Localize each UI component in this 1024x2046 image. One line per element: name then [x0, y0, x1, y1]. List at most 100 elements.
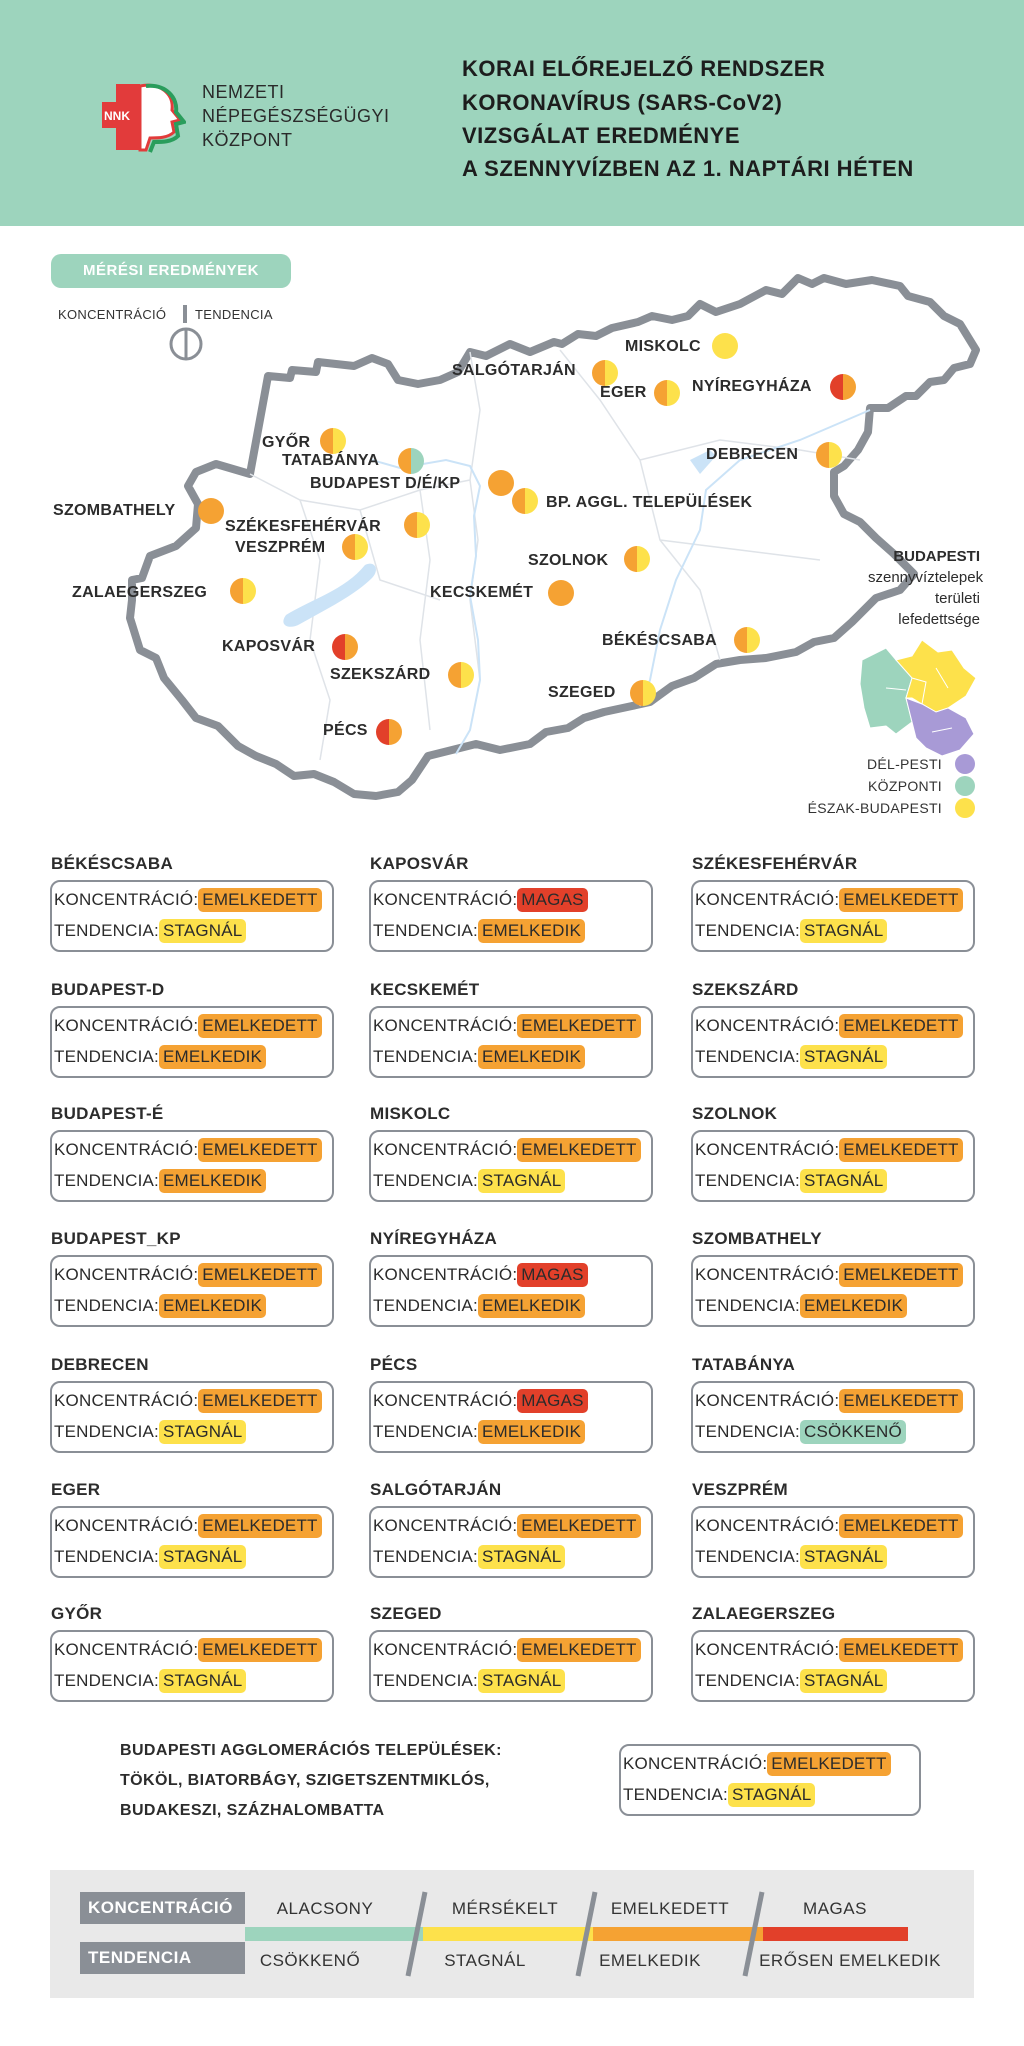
concentration-label: KONCENTRÁCIÓ:: [54, 1640, 199, 1659]
concentration-label: KONCENTRÁCIÓ:: [54, 1265, 199, 1284]
trend-row: TENDENCIA: EMELKEDIK: [373, 1420, 586, 1444]
trend-tag: STAGNÁL: [799, 1669, 888, 1693]
card-title: SZOMBATHELY: [692, 1229, 822, 1248]
trend-tag: STAGNÁL: [158, 919, 247, 943]
concentration-row: KONCENTRÁCIÓ: EMELKEDETT: [695, 1263, 963, 1287]
concentration-label: KONCENTRÁCIÓ:: [695, 1016, 840, 1035]
budapest-note-line-2: szennyvíztelepek: [868, 569, 984, 586]
concentration-tag: EMELKEDETT: [198, 1514, 322, 1538]
card-title: EGER: [51, 1480, 101, 1499]
concentration-label: KONCENTRÁCIÓ:: [695, 1516, 840, 1535]
concentration-label: KONCENTRÁCIÓ:: [695, 1391, 840, 1410]
card-title: NYÍREGYHÁZA: [370, 1229, 498, 1248]
concentration-label: KONCENTRÁCIÓ:: [54, 890, 199, 909]
map-city-indicator-icon: [816, 442, 842, 468]
trend-row: TENDENCIA: STAGNÁL: [54, 919, 247, 943]
concentration-label: KONCENTRÁCIÓ:: [373, 1516, 518, 1535]
page-title-line-4: A SZENNYVÍZBEN AZ 1. NAPTÁRI HÉTEN: [462, 156, 914, 181]
trend-label: TENDENCIA:: [695, 1047, 800, 1066]
concentration-label: KONCENTRÁCIÓ:: [54, 1516, 199, 1535]
page-title-line-3: VIZSGÁLAT EREDMÉNYE: [462, 123, 741, 148]
map-city-label: MISKOLC: [625, 338, 701, 355]
concentration-row: KONCENTRÁCIÓ: EMELKEDETT: [695, 1138, 963, 1162]
trend-tag: STAGNÁL: [158, 1420, 247, 1444]
map-city-label: KECSKEMÉT: [430, 584, 534, 601]
city-result-card: KONCENTRÁCIÓ: EMELKEDETT TENDENCIA: STAGNÁL: [691, 1506, 975, 1578]
trend-label: TENDENCIA:: [54, 921, 159, 940]
trend-row: TENDENCIA: STAGNÁL: [695, 1169, 888, 1193]
concentration-row: KONCENTRÁCIÓ: EMELKEDETT: [54, 1638, 322, 1662]
concentration-tag: EMELKEDETT: [839, 1263, 963, 1287]
trend-label: TENDENCIA:: [373, 921, 478, 940]
trend-label: TENDENCIA:: [695, 1671, 800, 1690]
trend-row: TENDENCIA: STAGNÁL: [695, 919, 888, 943]
concentration-row: KONCENTRÁCIÓ: EMELKEDETT: [373, 1138, 641, 1162]
map-city-indicator-icon: [712, 333, 738, 359]
city-result-card: KONCENTRÁCIÓ: EMELKEDETT TENDENCIA: EMELKED…: [50, 1255, 334, 1327]
map-city-label: VESZPRÉM: [235, 539, 326, 556]
trend-row: TENDENCIA: EMELKEDIK: [54, 1045, 267, 1069]
trend-tag: EMELKEDIK: [158, 1169, 267, 1193]
city-result-card: KONCENTRÁCIÓ: EMELKEDETT TENDENCIA: STAGNÁL: [50, 1630, 334, 1702]
trend-row: TENDENCIA: EMELKEDIK: [695, 1294, 908, 1318]
concentration-row: KONCENTRÁCIÓ: EMELKEDETT: [54, 888, 322, 912]
danube-river: [371, 458, 482, 755]
card-title: BUDAPEST-D: [51, 980, 165, 999]
trend-tag: STAGNÁL: [727, 1783, 816, 1807]
scale-concentration-label: KONCENTRÁCIÓ: [80, 1892, 245, 1924]
legend-kozponti-dot: [955, 776, 975, 796]
city-result-card: KONCENTRÁCIÓ: EMELKEDETT TENDENCIA: STAGNÁL: [691, 880, 975, 952]
trend-label: TENDENCIA:: [54, 1547, 159, 1566]
trend-row: TENDENCIA: EMELKEDIK: [373, 1294, 586, 1318]
trend-tag: EMELKEDIK: [158, 1294, 267, 1318]
trend-label: TENDENCIA:: [54, 1047, 159, 1066]
city-result-card: KONCENTRÁCIÓ: EMELKEDETT TENDENCIA: STAGNÁL: [50, 1506, 334, 1578]
card-title: BUDAPEST_KP: [51, 1229, 181, 1248]
city-result-card: KONCENTRÁCIÓ: EMELKEDETT TENDENCIA: EMELKED…: [369, 1006, 653, 1078]
map-city-indicator-icon: [654, 380, 680, 406]
card-title: BÉKÉSCSABA: [51, 854, 174, 873]
county-borders: [249, 349, 861, 761]
legend-eszak-budapesti-dot: [955, 798, 975, 818]
card-title: SZEGED: [370, 1604, 442, 1623]
trend-tag: EMELKEDIK: [477, 1420, 586, 1444]
concentration-label: KONCENTRÁCIÓ:: [373, 1391, 518, 1410]
trend-row: TENDENCIA: STAGNÁL: [373, 1545, 566, 1569]
concentration-tag: EMELKEDETT: [517, 1638, 641, 1662]
trend-label: TENDENCIA:: [373, 1671, 478, 1690]
trend-tag: STAGNÁL: [477, 1169, 566, 1193]
map-city-indicator-icon: [734, 627, 760, 653]
map-city-indicator-icon: [488, 470, 514, 496]
card-title: SALGÓTARJÁN: [370, 1480, 502, 1499]
trend-row: TENDENCIA: STAGNÁL: [695, 1045, 888, 1069]
concentration-row: KONCENTRÁCIÓ: EMELKEDETT: [695, 1389, 963, 1413]
concentration-tag: EMELKEDETT: [767, 1752, 891, 1776]
map-city-indicator-icon: [342, 534, 368, 560]
city-result-card: KONCENTRÁCIÓ: EMELKEDETT TENDENCIA: STAGNÁL: [369, 1130, 653, 1202]
concentration-tag: EMELKEDETT: [839, 1138, 963, 1162]
tisza-river: [639, 409, 871, 707]
legend-trend-label: TENDENCIA: [195, 307, 273, 322]
map-city-label: SALGÓTARJÁN: [452, 362, 576, 379]
concentration-row: KONCENTRÁCIÓ: MAGAS: [373, 888, 588, 912]
agglomeration-card: KONCENTRÁCIÓ: EMELKEDETT TENDENCIA: STAGNÁ…: [619, 1744, 921, 1816]
concentration-tag: EMELKEDETT: [198, 1263, 322, 1287]
trend-label: TENDENCIA:: [695, 1422, 800, 1441]
legend-half-circle-icon: [169, 327, 203, 361]
trend-tag: STAGNÁL: [799, 919, 888, 943]
map-city-label: BÉKÉSCSABA: [602, 632, 718, 649]
concentration-row: KONCENTRÁCIÓ: MAGAS: [373, 1263, 588, 1287]
trend-row: TENDENCIA: STAGNÁL: [54, 1420, 247, 1444]
scale-csokkeno: CSÖKKENŐ: [259, 1951, 361, 1970]
trend-label: TENDENCIA:: [373, 1422, 478, 1441]
concentration-tag: EMELKEDETT: [839, 1014, 963, 1038]
trend-tag: STAGNÁL: [158, 1545, 247, 1569]
logo-text-line-3: KÖZPONT: [202, 130, 293, 150]
trend-tag: STAGNÁL: [799, 1545, 888, 1569]
card-title: ZALAEGERSZEG: [692, 1604, 836, 1623]
concentration-label: KONCENTRÁCIÓ:: [54, 1140, 199, 1159]
concentration-label: KONCENTRÁCIÓ:: [373, 1140, 518, 1159]
trend-row: TENDENCIA: STAGNÁL: [373, 1169, 566, 1193]
logo-text-line-1: NEMZETI: [202, 82, 285, 102]
trend-label: TENDENCIA:: [695, 1547, 800, 1566]
